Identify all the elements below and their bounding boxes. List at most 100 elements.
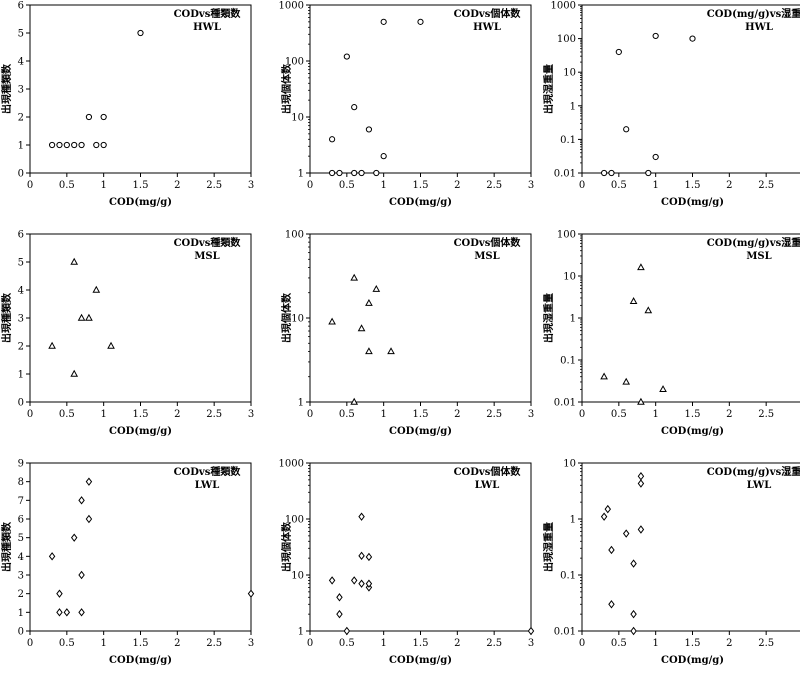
x-tick-label: 2.5 (206, 409, 222, 420)
data-point (630, 559, 637, 568)
y-tick-label: 3 (18, 85, 24, 96)
data-point (78, 141, 85, 149)
data-point (365, 552, 373, 562)
data-point (637, 397, 645, 405)
data-point (78, 608, 85, 617)
data-point (336, 169, 343, 177)
data-point (652, 32, 659, 40)
chart-subtitle: LWL (475, 480, 500, 491)
x-tick-label: 3 (248, 409, 254, 420)
chart-subtitle: MSL (474, 251, 499, 262)
y-tick-label: 5 (18, 533, 24, 544)
x-tick-label: 3 (528, 638, 534, 649)
x-axis-label: COD(mg/g) (389, 197, 452, 208)
y-tick-label: 1 (298, 169, 304, 180)
x-tick-label: 1.5 (685, 409, 701, 420)
data-point (351, 104, 358, 111)
data-point (343, 626, 351, 636)
x-axis-label: COD(mg/g) (389, 426, 452, 437)
y-tick-label: 0 (18, 169, 24, 180)
x-axis-label: COD(mg/g) (109, 655, 172, 666)
x-tick-label: 1.5 (133, 638, 149, 649)
data-point (622, 377, 631, 385)
chart-title: CODvs種類数 (174, 7, 242, 20)
x-tick-label: 2 (726, 180, 732, 191)
chart-4: 0 1 2 3 4 5 6 0 0.5 1 1.5 2 2.5 3 COD(mg/g) 出現種類数 CODvs種… (0, 230, 254, 438)
data-point (56, 608, 63, 617)
x-axis-label: COD(mg/g) (661, 197, 724, 208)
x-tick-label: 0 (27, 409, 33, 420)
data-point (365, 126, 373, 133)
y-tick-label: 2 (18, 589, 24, 600)
data-point (644, 306, 653, 314)
y-tick-label: 1000 (551, 1, 576, 12)
data-point (343, 53, 350, 60)
data-point (358, 551, 365, 561)
x-tick-label: 0.5 (611, 638, 627, 649)
data-point (328, 576, 336, 585)
y-tick-label: 1 (298, 627, 304, 638)
data-point (350, 576, 358, 585)
x-tick-label: 1.5 (685, 638, 701, 649)
data-point (350, 273, 359, 281)
x-tick-label: 2.5 (758, 638, 774, 649)
data-point (107, 341, 115, 349)
x-tick-label: 0.5 (59, 409, 75, 420)
y-tick-label: 100 (285, 230, 304, 241)
x-tick-label: 0 (307, 180, 313, 191)
data-point (417, 18, 424, 25)
data-point (659, 385, 667, 393)
x-axis-label: COD(mg/g) (661, 426, 724, 437)
data-point (615, 48, 622, 56)
data-point (608, 169, 615, 177)
data-point (48, 552, 56, 561)
x-tick-label: 2 (174, 180, 180, 191)
x-tick-label: 1 (100, 409, 106, 420)
data-point (380, 18, 387, 25)
x-tick-label: 1 (652, 409, 658, 420)
y-tick-label: 2 (18, 113, 24, 124)
x-axis-label: COD(mg/g) (109, 197, 172, 208)
x-tick-label: 2.5 (758, 409, 774, 420)
y-axis-label: 出現個体数 (280, 63, 293, 114)
chart-title: CODvs個体数 (454, 7, 522, 20)
x-tick-label: 2.5 (486, 409, 502, 420)
data-point (350, 397, 359, 405)
y-axis-label: 出現湿重量 (542, 293, 555, 343)
x-tick-label: 1.5 (133, 409, 149, 420)
chart-7: 0 1 2 3 4 5 6 7 8 9 0 0.5 1 1.5 2 2.5 3 COD(mg/g) 出現種類数 COD… (0, 459, 255, 666)
data-point (93, 141, 100, 149)
data-point (78, 496, 85, 505)
data-point (48, 341, 56, 349)
data-point (63, 141, 70, 149)
data-point (336, 593, 343, 602)
chart-title: COD(mg/g)vs湿重量 (707, 7, 800, 20)
chart-subtitle: MSL (746, 251, 771, 262)
x-tick-label: 2.5 (758, 180, 774, 191)
chart-subtitle: LWL (747, 480, 772, 491)
x-axis-label: COD(mg/g) (389, 655, 452, 666)
data-point (247, 589, 255, 598)
data-point (336, 609, 343, 619)
y-axis-label: 出現個体数 (280, 521, 293, 572)
x-tick-label: 2 (454, 409, 460, 420)
chart-subtitle: HWL (193, 22, 221, 33)
y-tick-label: 0 (18, 627, 24, 638)
data-point (623, 126, 630, 133)
chart-title: COD(mg/g)vs湿重量 (707, 236, 800, 249)
x-tick-label: 0 (579, 409, 585, 420)
data-point (637, 525, 645, 534)
x-tick-label: 0.5 (611, 180, 627, 191)
x-tick-label: 1.5 (685, 180, 701, 191)
y-tick-label: 8 (18, 477, 24, 488)
data-point (329, 136, 336, 143)
y-tick-label: 7 (18, 496, 24, 507)
x-axis-label: COD(mg/g) (109, 426, 172, 437)
data-point (652, 153, 659, 161)
y-axis-label: 出現個体数 (280, 292, 293, 343)
y-tick-label: 6 (18, 230, 24, 241)
y-tick-label: 0.01 (554, 627, 576, 638)
data-point (600, 512, 608, 521)
data-point (365, 298, 373, 306)
y-tick-label: 1 (18, 141, 24, 152)
